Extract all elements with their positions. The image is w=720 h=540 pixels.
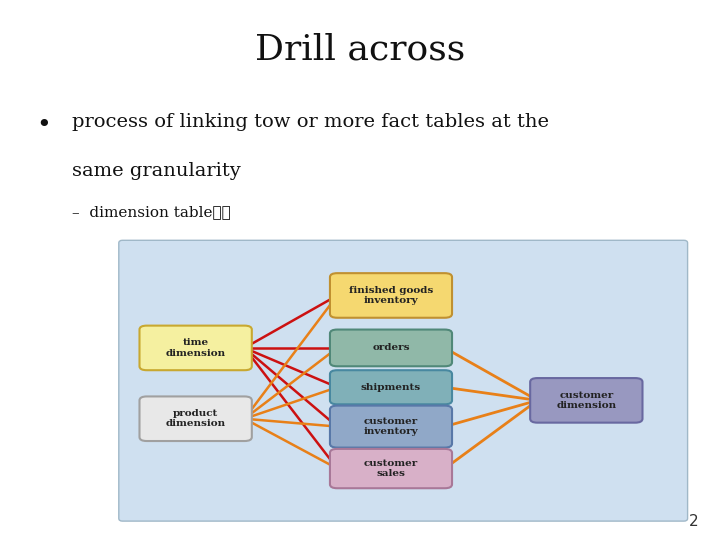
Text: shipments: shipments	[361, 383, 421, 391]
FancyBboxPatch shape	[140, 396, 252, 441]
Text: orders: orders	[372, 343, 410, 353]
FancyBboxPatch shape	[119, 240, 688, 521]
Text: –  dimension table공유: – dimension table공유	[72, 205, 230, 219]
Text: customer
sales: customer sales	[364, 459, 418, 478]
FancyBboxPatch shape	[530, 378, 642, 423]
Text: 2: 2	[689, 514, 698, 529]
Text: customer
dimension: customer dimension	[557, 390, 616, 410]
FancyBboxPatch shape	[330, 273, 452, 318]
Text: time
dimension: time dimension	[166, 338, 225, 357]
Text: •: •	[36, 113, 50, 137]
Text: product
dimension: product dimension	[166, 409, 225, 428]
FancyBboxPatch shape	[330, 370, 452, 404]
FancyBboxPatch shape	[140, 326, 252, 370]
FancyBboxPatch shape	[330, 406, 452, 448]
Text: same granularity: same granularity	[72, 162, 240, 180]
FancyBboxPatch shape	[330, 329, 452, 366]
FancyBboxPatch shape	[330, 449, 452, 488]
Text: finished goods
inventory: finished goods inventory	[349, 286, 433, 305]
Text: process of linking tow or more fact tables at the: process of linking tow or more fact tabl…	[72, 113, 549, 131]
Text: Drill across: Drill across	[255, 32, 465, 66]
Text: customer
inventory: customer inventory	[364, 417, 418, 436]
